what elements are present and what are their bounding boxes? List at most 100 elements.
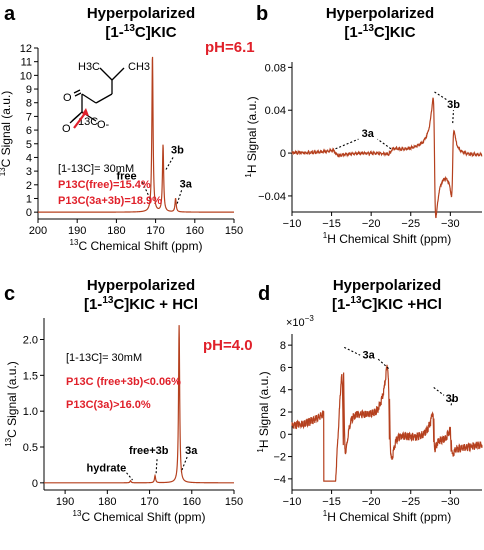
x-axis-label-main-d: H Chemical Shift (ppm) — [327, 510, 451, 524]
y-axis-label-c: 13C Signal (a.u.) — [4, 361, 19, 447]
peak-dash-d-3a-left — [344, 346, 361, 356]
atom-h3c: H3C — [78, 61, 100, 73]
polarization-free-a: P13C(free)=15.4% — [58, 179, 151, 191]
panel-letter-a: a — [4, 3, 16, 25]
x-axis-label-sup-d: 1 — [323, 509, 328, 518]
y-tick-label-b: 0 — [280, 148, 286, 160]
y-tick-label-a: 11 — [21, 57, 32, 69]
peak-label-hydrate: hydrate — [87, 462, 127, 474]
atom-o-minus: O- — [97, 119, 110, 131]
title-d-line1: Hyperpolarized — [333, 277, 441, 294]
peak-dash-c-hydrate — [126, 472, 133, 481]
x-axis-label-main-c: C Chemical Shift (ppm) — [81, 510, 205, 524]
spectrum-line-c — [44, 325, 234, 484]
x-tick-label-a: 200 — [29, 225, 47, 237]
peak-dash-b-3a-right — [377, 138, 392, 150]
bond — [73, 89, 81, 94]
x-tick-label-d: −30 — [441, 496, 460, 508]
peak-label-3a: 3a — [180, 179, 193, 191]
peak-label-3b: 3b — [171, 144, 184, 156]
panel-letter-b: b — [256, 3, 268, 25]
y-tick-label-a: 9 — [26, 84, 32, 96]
y-tick-label-a: 6 — [26, 125, 32, 137]
x-axis-label-sup-a: 13 — [70, 238, 79, 247]
peak-dash-a-3a — [176, 190, 183, 206]
x-axis-label-a: 13C Chemical Shift (ppm) — [70, 238, 203, 253]
x-tick-label-b: −15 — [322, 218, 341, 230]
x-axis-label-d: 1H Chemical Shift (ppm) — [323, 509, 451, 524]
panel-letter-d: d — [258, 283, 270, 305]
bond — [99, 67, 113, 81]
y-tick-label-b: −0.04 — [258, 191, 286, 203]
peak-dash-b-3b-left — [434, 91, 447, 100]
ph-label-c: pH=4.0 — [203, 337, 253, 354]
pol-label-c2: P13C(3a) — [66, 399, 113, 411]
panel-letter-c: c — [4, 283, 15, 305]
peak-dash-b-3a-left — [335, 138, 359, 150]
x-tick-label-b: −30 — [441, 218, 460, 230]
x-axis-label-sup-c: 13 — [73, 509, 82, 518]
y-tick-label-d: 2 — [280, 407, 286, 419]
y-tick-label-a: 12 — [20, 43, 32, 55]
panel-c: c Hyperpolarized [1-13C]KIC + HCl pH=4.0… — [4, 277, 253, 524]
x-axis-label-main-a: C Chemical Shift (ppm) — [78, 239, 202, 253]
pol-value-c1: <0.06% — [143, 376, 181, 388]
peak-label-3a-c: 3a — [185, 445, 198, 457]
scale-note-exp: −3 — [305, 314, 315, 323]
y-tick-label-d: −2 — [273, 452, 286, 464]
atom-13c-sup: 13C — [78, 116, 98, 128]
x-axis-label-c: 13C Chemical Shift (ppm) — [73, 509, 206, 524]
polarization-3a-c: P13C(3a)>16.0% — [66, 399, 151, 411]
ph-label-a: pH=6.1 — [205, 39, 255, 56]
spectrum-line-b — [291, 97, 483, 219]
x-tick-label-c: 180 — [98, 496, 116, 508]
y-axis-label-main-b: H Signal (a.u.) — [245, 96, 259, 173]
y-tick-label-d: 4 — [280, 385, 286, 397]
x-tick-label-a: 150 — [225, 225, 243, 237]
x-tick-label-d: −10 — [283, 496, 302, 508]
y-tick-label-d: 8 — [280, 340, 286, 352]
title-b-line2: [1-13C]KIC — [344, 23, 415, 41]
y-tick-label-c: 0.5 — [23, 442, 38, 454]
pol-label-a1: P13C(free) — [58, 179, 113, 191]
y-tick-label-a: 1 — [26, 193, 32, 205]
x-axis-label-sup-b: 1 — [323, 231, 328, 240]
x-tick-label-d: −25 — [401, 496, 420, 508]
y-axis-label-main-d: H Signal (a.u.) — [257, 371, 271, 448]
polarization-3a3b-a: P13C(3a+3b)=18.9% — [58, 195, 162, 207]
title-a-line2: [1-13C]KIC — [105, 23, 176, 41]
peak-label-free3b: free+3b — [129, 445, 169, 457]
y-tick-label-a: 3 — [26, 166, 32, 178]
title-d-line2: [1-13C]KIC +HCl — [332, 295, 442, 313]
y-tick-label-d: 6 — [280, 362, 286, 374]
concentration-a: [1-13C]= 30mM — [58, 163, 134, 175]
peak-dash-c-3a — [180, 456, 188, 473]
y-tick-label-d: −4 — [273, 474, 286, 486]
title-c-line2: [1-13C]KIC + HCl — [84, 295, 198, 313]
title-b-line1: Hyperpolarized — [326, 5, 434, 22]
pol-value-a2: =18.9% — [124, 195, 162, 207]
y-tick-label-d: 0 — [280, 429, 286, 441]
x-tick-label-c: 150 — [225, 496, 243, 508]
label-arrow-head — [82, 108, 89, 116]
peak-label-3a-d: 3a — [362, 350, 375, 362]
bond — [74, 92, 82, 97]
spectrum-line-a — [38, 56, 234, 213]
y-axis-label-sup-c: 13 — [4, 437, 13, 446]
y-tick-label-a: 5 — [26, 139, 32, 151]
x-axis-label-b: 1H Chemical Shift (ppm) — [323, 231, 451, 246]
pol-value-c2: >16.0% — [113, 399, 151, 411]
y-tick-label-b: 0.04 — [265, 105, 286, 117]
bond — [69, 113, 81, 124]
y-tick-label-a: 8 — [26, 98, 32, 110]
x-tick-label-b: −25 — [401, 218, 420, 230]
y-tick-label-b: 0.08 — [265, 62, 286, 74]
y-tick-label-c: 1.0 — [23, 406, 38, 418]
y-tick-label-c: 1.5 — [23, 370, 38, 382]
atom-o-carbonyl: O — [62, 123, 71, 135]
y-axis-label-a: 13C Signal (a.u.) — [0, 91, 13, 177]
peak-dash-c-free3b — [155, 459, 158, 475]
